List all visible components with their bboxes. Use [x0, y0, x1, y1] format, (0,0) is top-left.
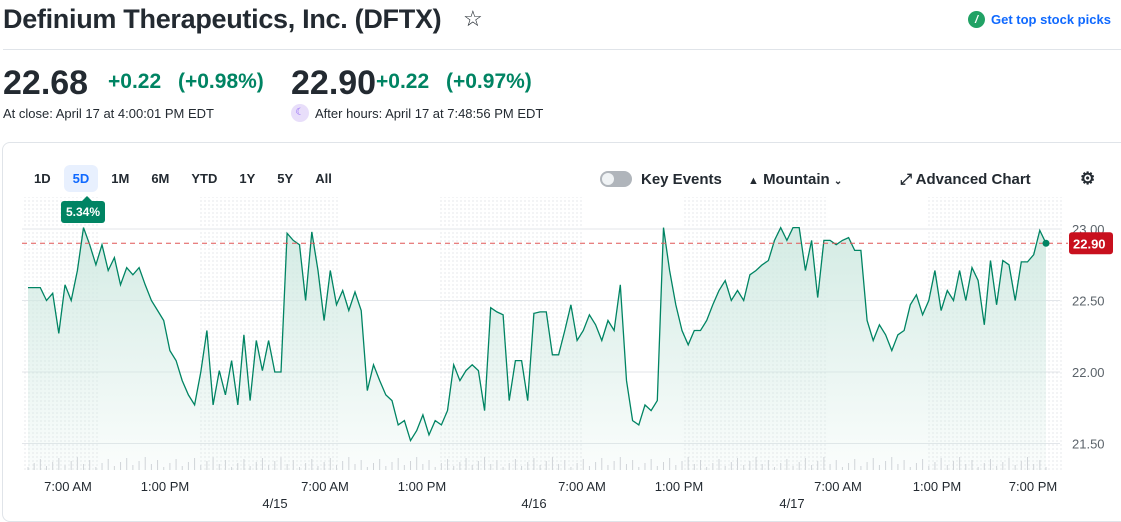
range-change-badge: 5.34%	[61, 196, 106, 223]
after-hours-change: +0.22	[376, 70, 430, 93]
price-tag	[1069, 232, 1113, 255]
key-events-toggle[interactable]	[600, 171, 632, 187]
after-hours-pct: (+0.97%)	[446, 70, 532, 93]
moon-icon: ☾	[291, 104, 309, 122]
after-hours-time: After hours: April 17 at 7:48:56 PM EDT	[315, 106, 544, 121]
range-tab-all[interactable]: All	[315, 171, 332, 186]
top-stock-picks-link[interactable]: / Get top stock picks	[968, 11, 1111, 28]
close-change: +0.22	[108, 70, 162, 93]
area-fill	[28, 227, 1046, 470]
promo-label: Get top stock picks	[991, 12, 1111, 27]
x-tick-label: 1:00 PM	[398, 479, 446, 494]
after-hours-price: 22.90	[291, 64, 377, 102]
mountain-icon: ▲	[748, 175, 759, 187]
y-tick-label: 21.50	[1072, 437, 1105, 452]
range-tab-ytd[interactable]: YTD	[191, 171, 218, 186]
last-price-dot	[1042, 239, 1050, 247]
x-tick-label: 1:00 PM	[913, 479, 961, 494]
advanced-chart-button[interactable]: ⤢ Advanced Chart	[900, 171, 1031, 188]
gear-icon[interactable]: ⚙	[1080, 169, 1096, 188]
date-label: 4/15	[262, 496, 287, 511]
star-icon[interactable]: ☆	[463, 6, 483, 31]
range-tab-5y[interactable]: 5Y	[277, 171, 294, 186]
chart-card	[2, 142, 1121, 522]
price-line	[28, 226, 1047, 443]
x-tick-label: 1:00 PM	[655, 479, 703, 494]
divider	[3, 49, 1121, 50]
range-tabs: 1D 5D 1M 6M YTD 1Y 5Y All	[25, 165, 345, 192]
close-time: At close: April 17 at 4:00:01 PM EDT	[3, 106, 214, 121]
date-label: 4/16	[521, 496, 546, 511]
chevron-down-icon: ⌄	[833, 176, 843, 187]
x-tick-label: 1:00 PM	[141, 479, 189, 494]
lightning-icon: /	[968, 11, 985, 28]
x-tick-label: 7:00 AM	[558, 479, 606, 494]
key-events-label[interactable]: Key Events	[641, 171, 722, 188]
chart-type-dropdown[interactable]: ▲ Mountain ⌄	[748, 171, 842, 188]
range-tab-1d[interactable]: 1D	[34, 171, 51, 186]
y-tick-label: 22.50	[1072, 294, 1105, 309]
advanced-chart-label: Advanced Chart	[915, 171, 1031, 188]
price-tag-label: 22.90	[1073, 236, 1106, 251]
date-label: 4/17	[779, 496, 804, 511]
close-price: 22.68	[3, 64, 89, 102]
expand-icon: ⤢	[900, 171, 913, 188]
close-pct: (+0.98%)	[178, 70, 264, 93]
y-tick-label: 22.00	[1072, 365, 1105, 380]
x-tick-label: 7:00 PM	[1009, 479, 1057, 494]
range-tab-1y[interactable]: 1Y	[239, 171, 256, 186]
x-tick-label: 7:00 AM	[814, 479, 862, 494]
x-tick-label: 7:00 AM	[301, 479, 349, 494]
chart-type-label: Mountain	[763, 171, 830, 188]
range-tab-6m[interactable]: 6M	[151, 171, 170, 186]
range-tab-5d[interactable]: 5D	[63, 165, 99, 192]
range-tab-1m[interactable]: 1M	[111, 171, 130, 186]
x-tick-label: 7:00 AM	[44, 479, 92, 494]
page-title: Definium Therapeutics, Inc. (DFTX)	[3, 4, 442, 34]
